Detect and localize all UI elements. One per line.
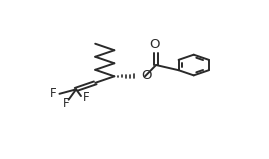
Text: F: F <box>83 91 90 104</box>
Text: F: F <box>63 97 69 110</box>
Text: O: O <box>149 38 160 51</box>
Text: F: F <box>50 87 57 100</box>
Text: O: O <box>141 69 151 82</box>
